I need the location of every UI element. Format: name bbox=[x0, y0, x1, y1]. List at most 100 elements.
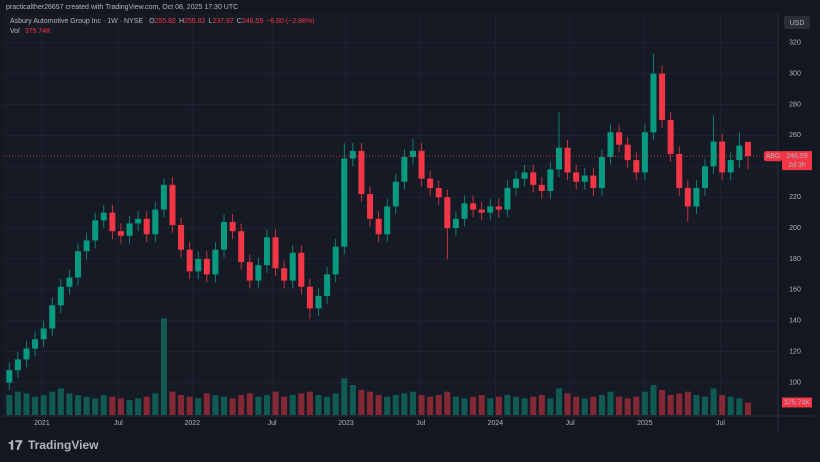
candle-body bbox=[221, 221, 228, 250]
volume-bar bbox=[504, 395, 511, 415]
volume-bar bbox=[66, 393, 73, 415]
volume-bar bbox=[289, 395, 296, 415]
x-tick-label: Jul bbox=[114, 420, 123, 427]
candle-body bbox=[14, 359, 21, 371]
candle-body bbox=[6, 370, 13, 383]
candle-body bbox=[573, 172, 580, 182]
candle-body bbox=[667, 119, 674, 154]
candle-body bbox=[384, 206, 391, 235]
candle-body bbox=[633, 160, 640, 173]
candle-body bbox=[504, 187, 511, 210]
volume-bar bbox=[92, 398, 99, 415]
y-tick-label: 120 bbox=[789, 349, 801, 356]
candle-body bbox=[152, 209, 159, 235]
ohlc-label: O bbox=[149, 18, 155, 25]
candle-body bbox=[547, 169, 554, 192]
candle-body bbox=[203, 258, 210, 275]
volume-bar bbox=[100, 395, 107, 415]
volume-bar bbox=[667, 395, 674, 415]
candle-body bbox=[452, 218, 459, 229]
volume-bar bbox=[461, 398, 468, 415]
candle-body bbox=[332, 246, 339, 275]
volume-bar bbox=[633, 396, 640, 415]
x-tick-label: Jul bbox=[716, 420, 725, 427]
volume-bar bbox=[513, 396, 520, 415]
volume-bar bbox=[178, 395, 185, 415]
candle-body bbox=[160, 184, 167, 210]
volume-bar bbox=[186, 396, 193, 415]
volume-bar bbox=[212, 395, 219, 415]
plot-layer bbox=[3, 14, 778, 416]
candle-body bbox=[263, 237, 270, 266]
candle-body bbox=[521, 172, 528, 179]
candle-body bbox=[701, 166, 709, 188]
candle-body bbox=[555, 147, 562, 170]
candle-body bbox=[281, 268, 288, 281]
title: Asbury Automotive Group Inc · 1W · NYSE bbox=[10, 18, 143, 25]
volume-bar bbox=[547, 398, 554, 415]
ohlc-value: 237.97 bbox=[212, 18, 234, 25]
volume-value: 375.74K bbox=[25, 28, 51, 35]
volume-bar bbox=[83, 396, 90, 415]
symbol: ABG bbox=[766, 153, 781, 160]
candle-body bbox=[229, 221, 236, 232]
candle-body bbox=[744, 141, 751, 157]
candle-body bbox=[367, 194, 374, 219]
candle-body bbox=[719, 141, 726, 173]
candle-body bbox=[684, 187, 691, 207]
volume-bar bbox=[409, 391, 416, 415]
volume-bar bbox=[624, 398, 631, 415]
volume-bar bbox=[57, 388, 64, 415]
candle-body bbox=[40, 328, 47, 340]
volume-bar bbox=[564, 393, 571, 415]
volume-bar bbox=[495, 396, 502, 415]
volume-bar bbox=[487, 398, 494, 415]
volume-bar bbox=[203, 393, 210, 415]
volume-bar bbox=[616, 396, 623, 415]
volume-bar bbox=[195, 398, 202, 415]
candle-body bbox=[32, 339, 39, 349]
countdown: 2d 3h bbox=[788, 162, 806, 169]
volume-bar bbox=[40, 395, 47, 415]
candle-body bbox=[324, 274, 331, 297]
volume-bar bbox=[478, 395, 485, 415]
volume-bar bbox=[701, 396, 709, 415]
x-tick-label: 2022 bbox=[184, 420, 200, 427]
currency: USD bbox=[790, 20, 805, 27]
candle-body bbox=[470, 203, 477, 210]
volume-bar bbox=[14, 391, 21, 415]
candle-body bbox=[126, 223, 133, 236]
volume-bar bbox=[427, 396, 434, 415]
candle-body bbox=[581, 175, 588, 182]
change: −6.80 (−2.88%) bbox=[266, 18, 314, 25]
candle-body bbox=[435, 187, 442, 198]
volume-bar bbox=[684, 391, 691, 415]
volume-bar bbox=[6, 395, 13, 415]
candle-body bbox=[538, 184, 545, 192]
candle-body bbox=[349, 150, 356, 159]
volume-header: Vol 375.74K bbox=[10, 28, 51, 35]
volume-bar bbox=[727, 396, 734, 415]
candle-body bbox=[212, 249, 219, 275]
ohlc-label: L bbox=[208, 18, 212, 25]
volume-bar bbox=[367, 391, 374, 415]
volume-bar bbox=[384, 396, 391, 415]
y-tick-label: 320 bbox=[789, 40, 801, 47]
volume-bar bbox=[221, 396, 228, 415]
ohlc-label: C bbox=[237, 18, 242, 25]
x-tick-label: Jul bbox=[416, 420, 425, 427]
candle-body bbox=[444, 197, 451, 229]
candle-body bbox=[289, 252, 296, 281]
candle-body bbox=[461, 203, 468, 219]
volume-bar bbox=[152, 393, 159, 415]
candle-body bbox=[478, 209, 485, 213]
volume-title: Vol bbox=[10, 28, 20, 35]
volume-bar bbox=[255, 396, 262, 415]
candle-body bbox=[178, 224, 185, 250]
candle-body bbox=[74, 251, 82, 278]
ohlc-label: H bbox=[179, 18, 184, 25]
volume-bar bbox=[452, 396, 459, 415]
volume-bar bbox=[693, 395, 700, 415]
